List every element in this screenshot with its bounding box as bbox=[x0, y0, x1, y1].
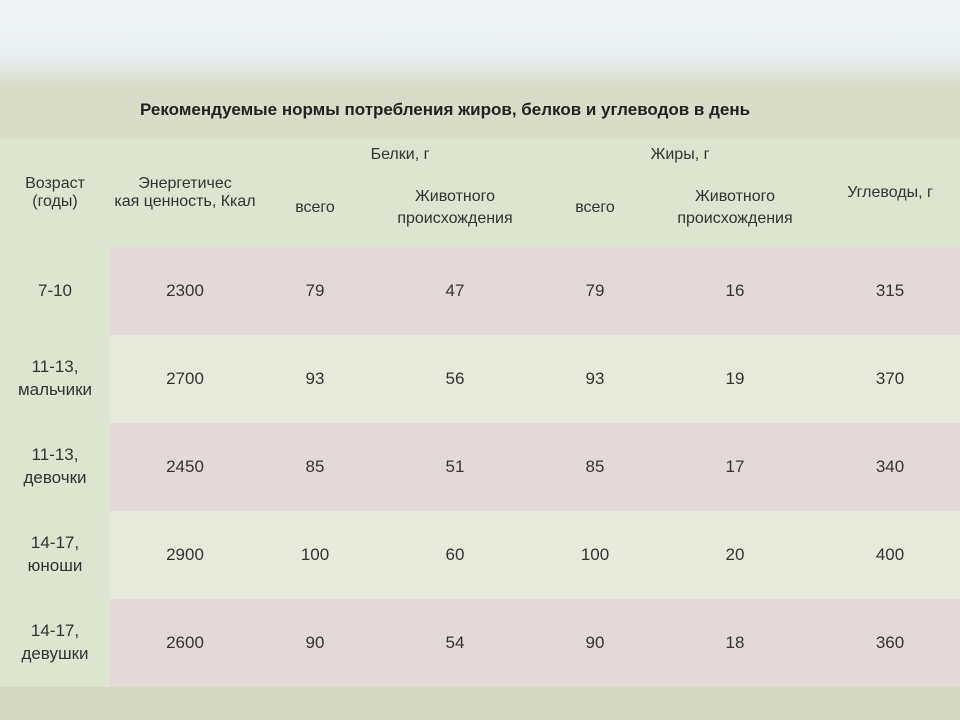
header-fat-animal: Животного происхождения bbox=[650, 172, 820, 247]
table-row: 7-10 2300 79 47 79 16 315 bbox=[0, 247, 960, 335]
cell-fat-total: 90 bbox=[540, 599, 650, 687]
cell-fat-total: 93 bbox=[540, 335, 650, 423]
cell-protein-animal: 60 bbox=[370, 511, 540, 599]
header-carbs: Углеводы, г bbox=[820, 138, 960, 247]
cell-fat-total: 85 bbox=[540, 423, 650, 511]
table-row: 14-17, девушки 2600 90 54 90 18 360 bbox=[0, 599, 960, 687]
table-row: 14-17, юноши 2900 100 60 100 20 400 bbox=[0, 511, 960, 599]
cell-age: 14-17, девушки bbox=[0, 599, 110, 687]
cell-energy: 2700 bbox=[110, 335, 260, 423]
cell-carbs: 360 bbox=[820, 599, 960, 687]
cell-age: 11-13, мальчики bbox=[0, 335, 110, 423]
cell-energy: 2450 bbox=[110, 423, 260, 511]
cell-energy: 2600 bbox=[110, 599, 260, 687]
cell-fat-animal: 20 bbox=[650, 511, 820, 599]
header-protein-animal: Животного происхождения bbox=[370, 172, 540, 247]
cell-protein-total: 90 bbox=[260, 599, 370, 687]
cell-protein-total: 93 bbox=[260, 335, 370, 423]
cell-protein-animal: 56 bbox=[370, 335, 540, 423]
cell-age: 7-10 bbox=[0, 247, 110, 335]
cell-energy: 2900 bbox=[110, 511, 260, 599]
cell-fat-animal: 19 bbox=[650, 335, 820, 423]
table-title: Рекомендуемые нормы потребления жиров, б… bbox=[0, 100, 960, 120]
cell-protein-total: 85 bbox=[260, 423, 370, 511]
cell-age: 14-17, юноши bbox=[0, 511, 110, 599]
header-age: Возраст (годы) bbox=[0, 138, 110, 247]
header-protein-total: всего bbox=[260, 172, 370, 247]
cell-fat-animal: 18 bbox=[650, 599, 820, 687]
nutrition-table: Возраст (годы) Энергетическая ценность, … bbox=[0, 138, 960, 687]
cell-protein-total: 100 bbox=[260, 511, 370, 599]
cell-carbs: 400 bbox=[820, 511, 960, 599]
cell-protein-animal: 47 bbox=[370, 247, 540, 335]
cell-carbs: 315 bbox=[820, 247, 960, 335]
cell-fat-total: 79 bbox=[540, 247, 650, 335]
table-row: 11-13, девочки 2450 85 51 85 17 340 bbox=[0, 423, 960, 511]
cell-fat-total: 100 bbox=[540, 511, 650, 599]
cell-fat-animal: 17 bbox=[650, 423, 820, 511]
table-row: 11-13, мальчики 2700 93 56 93 19 370 bbox=[0, 335, 960, 423]
cell-protein-total: 79 bbox=[260, 247, 370, 335]
cell-protein-animal: 51 bbox=[370, 423, 540, 511]
cell-carbs: 370 bbox=[820, 335, 960, 423]
cell-fat-animal: 16 bbox=[650, 247, 820, 335]
cell-age: 11-13, девочки bbox=[0, 423, 110, 511]
header-fats: Жиры, г bbox=[540, 138, 820, 172]
header-fat-total: всего bbox=[540, 172, 650, 247]
cell-carbs: 340 bbox=[820, 423, 960, 511]
header-proteins: Белки, г bbox=[260, 138, 540, 172]
cell-protein-animal: 54 bbox=[370, 599, 540, 687]
header-energy: Энергетическая ценность, Ккал bbox=[110, 138, 260, 247]
cell-energy: 2300 bbox=[110, 247, 260, 335]
